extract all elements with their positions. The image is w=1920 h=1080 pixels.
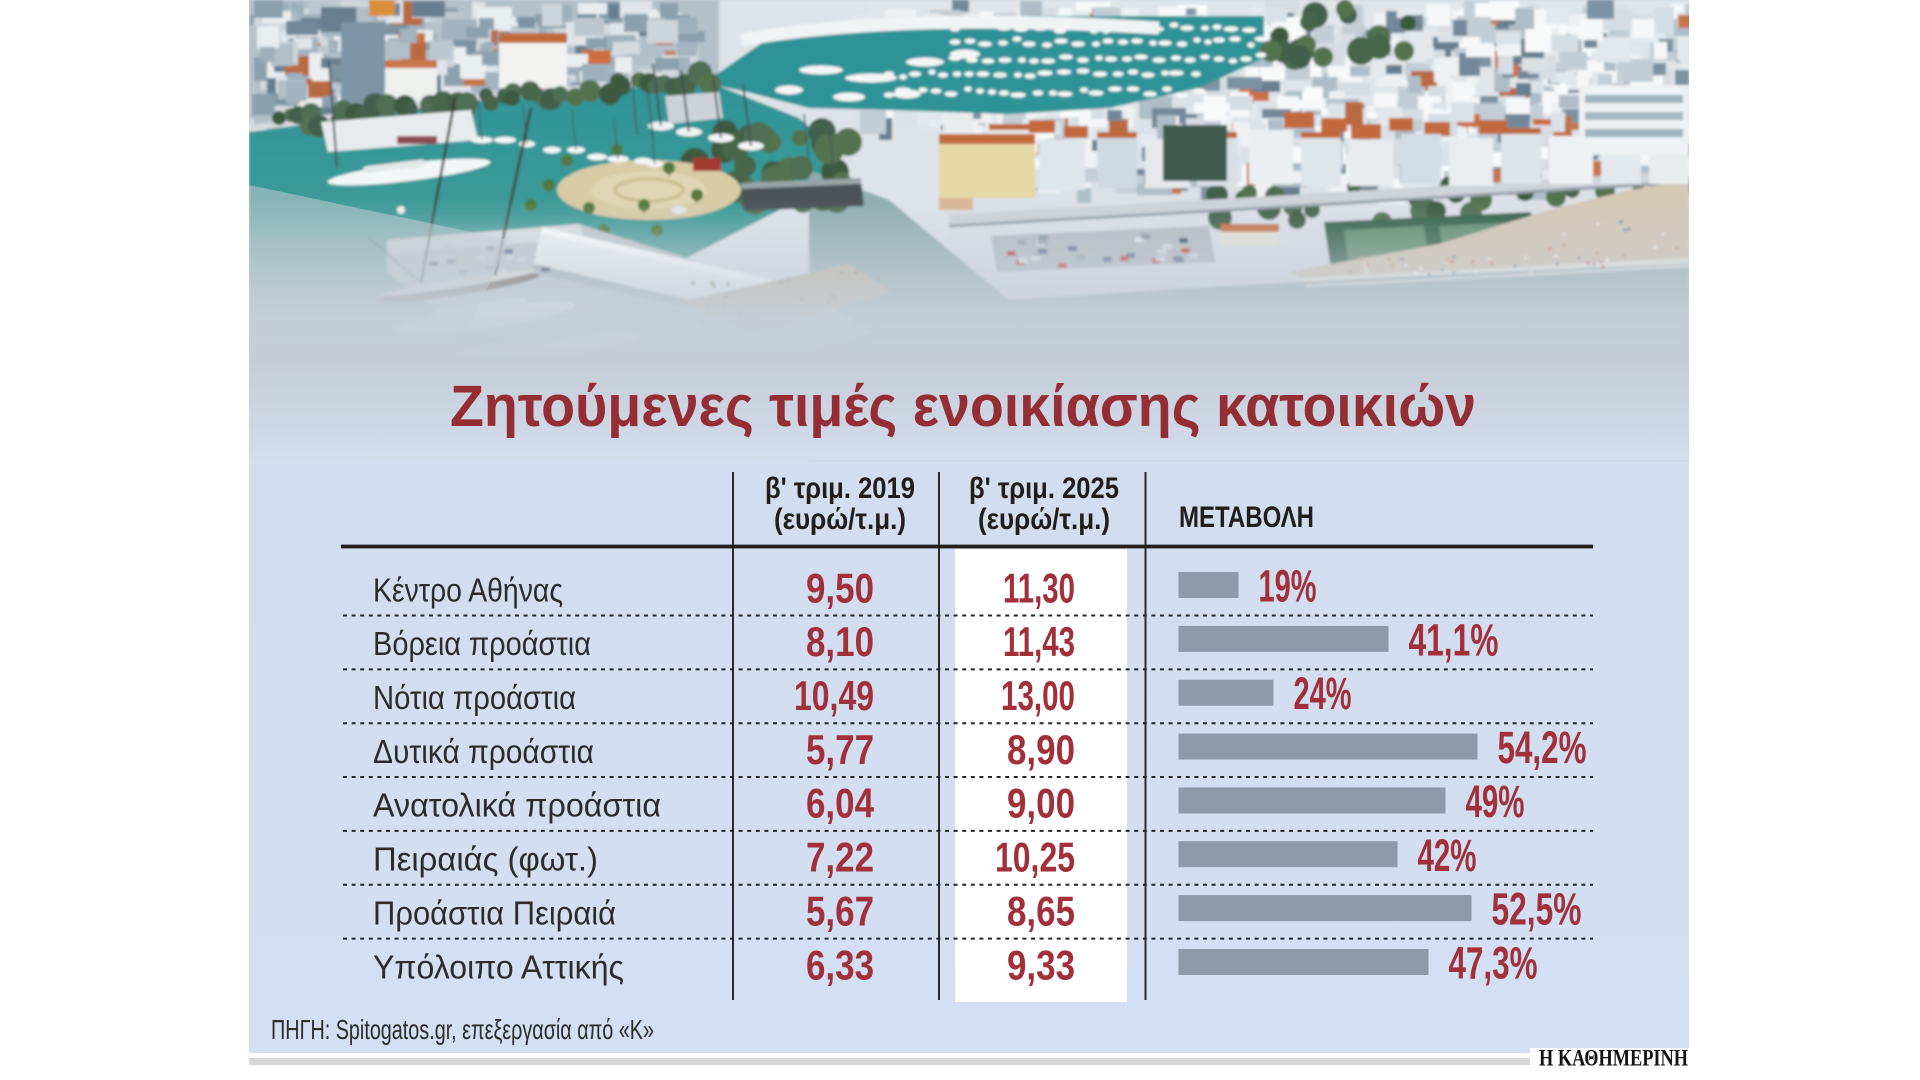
svg-text:Υπόλοιπο Αττικής: Υπόλοιπο Αττικής	[373, 948, 624, 985]
svg-text:Η ΚΑΘΗΜΕΡΙΝΗ: Η ΚΑΘΗΜΕΡΙΝΗ	[1539, 1046, 1688, 1071]
svg-text:8,65: 8,65	[1007, 887, 1075, 934]
svg-text:9,50: 9,50	[806, 564, 874, 611]
svg-text:β' τριμ. 2025: β' τριμ. 2025	[969, 472, 1119, 505]
svg-text:5,67: 5,67	[806, 887, 874, 934]
svg-text:19%: 19%	[1259, 561, 1317, 612]
svg-text:Βόρεια προάστια: Βόρεια προάστια	[373, 625, 591, 662]
svg-text:42%: 42%	[1418, 830, 1477, 881]
svg-text:Προάστια Πειραιά: Προάστια Πειραιά	[373, 894, 616, 931]
svg-text:7,22: 7,22	[806, 834, 874, 881]
svg-text:Ζητούμενες τιμές ενοικίασης κα: Ζητούμενες τιμές ενοικίασης κατοικιών	[450, 374, 1476, 439]
svg-text:47,3%: 47,3%	[1449, 937, 1538, 988]
svg-text:10,49: 10,49	[794, 672, 874, 719]
svg-text:9,33: 9,33	[1007, 941, 1075, 988]
svg-text:49%: 49%	[1466, 776, 1525, 827]
svg-text:ΠΗΓΗ: Spitogatos.gr, επεξεργασ: ΠΗΓΗ: Spitogatos.gr, επεξεργασία από «Κ»	[271, 1014, 654, 1045]
svg-text:Ανατολικά προάστια: Ανατολικά προάστια	[373, 787, 661, 824]
svg-text:8,90: 8,90	[1007, 726, 1075, 773]
svg-text:β' τριμ. 2019: β' τριμ. 2019	[765, 472, 915, 505]
svg-text:13,00: 13,00	[1001, 672, 1075, 719]
svg-text:Πειραιάς (φωτ.): Πειραιάς (φωτ.)	[373, 841, 598, 878]
svg-text:52,5%: 52,5%	[1492, 884, 1582, 935]
svg-text:Κέντρο Αθήνας: Κέντρο Αθήνας	[373, 571, 563, 608]
svg-text:(ευρώ/τ.μ.): (ευρώ/τ.μ.)	[978, 503, 1110, 536]
svg-text:Νότια προάστια: Νότια προάστια	[373, 679, 576, 716]
svg-text:(ευρώ/τ.μ.): (ευρώ/τ.μ.)	[774, 503, 906, 536]
svg-text:41,1%: 41,1%	[1409, 614, 1499, 665]
svg-text:Δυτικά προάστια: Δυτικά προάστια	[373, 733, 594, 770]
svg-text:9,00: 9,00	[1007, 780, 1075, 827]
svg-text:6,04: 6,04	[806, 780, 875, 827]
svg-text:ΜΕΤΑΒΟΛΗ: ΜΕΤΑΒΟΛΗ	[1179, 501, 1314, 534]
svg-text:54,2%: 54,2%	[1498, 722, 1587, 773]
svg-text:5,77: 5,77	[806, 726, 874, 773]
svg-text:6,33: 6,33	[806, 941, 874, 988]
svg-text:11,30: 11,30	[1003, 564, 1075, 611]
svg-text:8,10: 8,10	[806, 618, 874, 665]
svg-text:11,43: 11,43	[1003, 618, 1075, 665]
svg-text:10,25: 10,25	[995, 834, 1075, 881]
svg-text:24%: 24%	[1294, 668, 1352, 719]
